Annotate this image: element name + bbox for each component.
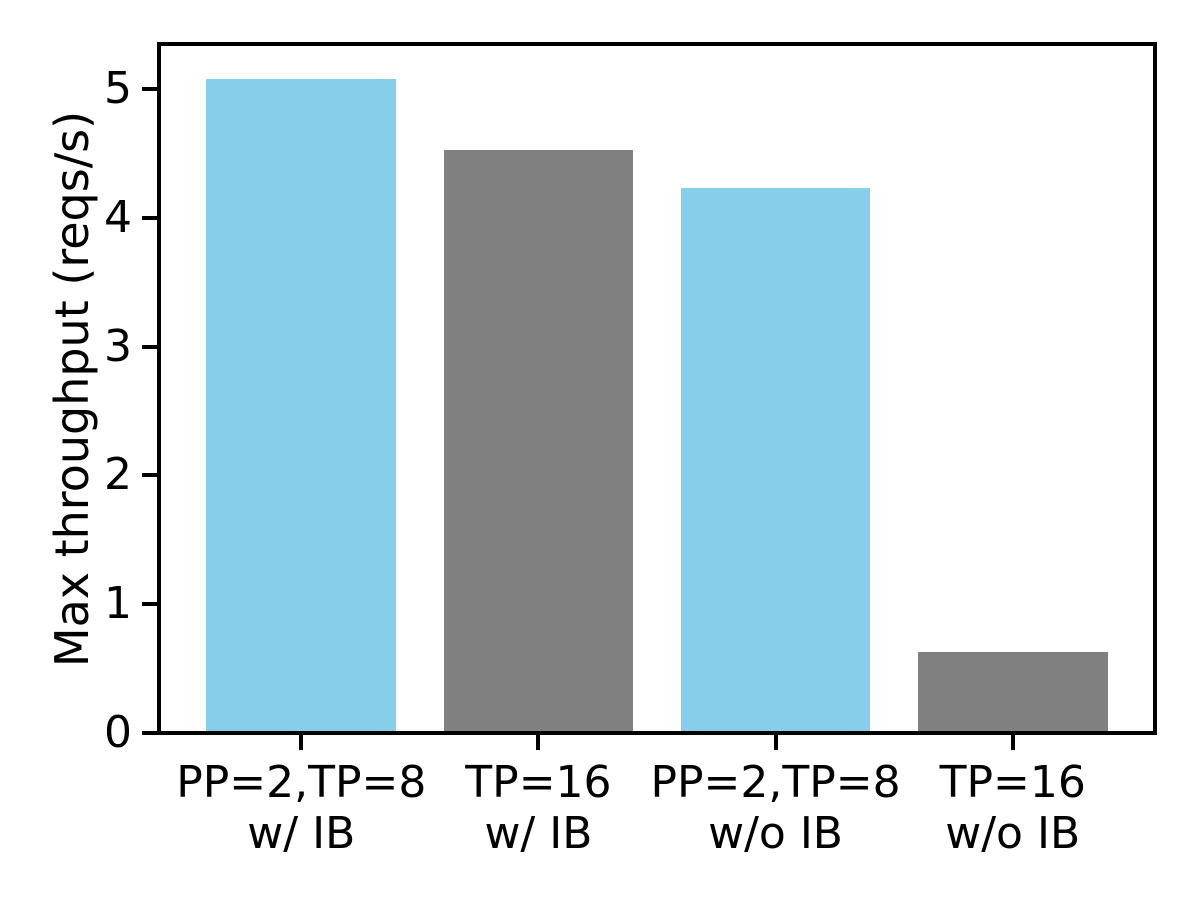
x-tick-label: PP=2,TP=8 w/ IB	[176, 757, 427, 859]
bar-2	[680, 188, 871, 733]
bar-3	[917, 651, 1108, 733]
x-tick-mark	[773, 735, 778, 750]
y-tick-label: 1	[104, 578, 132, 630]
y-axis-label: Max throughput (reqs/s)	[45, 110, 99, 667]
x-tick-mark	[536, 735, 541, 750]
y-tick-label: 0	[104, 707, 132, 758]
y-tick-mark	[142, 602, 157, 607]
y-tick-mark	[142, 215, 157, 220]
x-tick-label: PP=2,TP=8 w/o IB	[650, 757, 901, 859]
bar-1	[443, 149, 634, 733]
x-tick-mark	[299, 735, 304, 750]
y-tick-mark	[142, 473, 157, 478]
y-tick-mark	[142, 731, 157, 735]
y-tick-label: 3	[104, 320, 132, 372]
x-tick-label: TP=16 w/ IB	[465, 757, 612, 859]
y-tick-label: 4	[104, 191, 132, 243]
y-tick-mark	[142, 87, 157, 92]
y-tick-label: 5	[104, 63, 132, 115]
y-tick-mark	[142, 344, 157, 349]
bar-0	[206, 78, 397, 733]
y-tick-label: 2	[104, 449, 132, 501]
x-tick-mark	[1010, 735, 1015, 750]
x-tick-label: TP=16 w/o IB	[939, 757, 1086, 859]
